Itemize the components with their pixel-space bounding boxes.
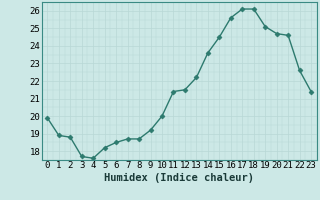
X-axis label: Humidex (Indice chaleur): Humidex (Indice chaleur) xyxy=(104,173,254,183)
